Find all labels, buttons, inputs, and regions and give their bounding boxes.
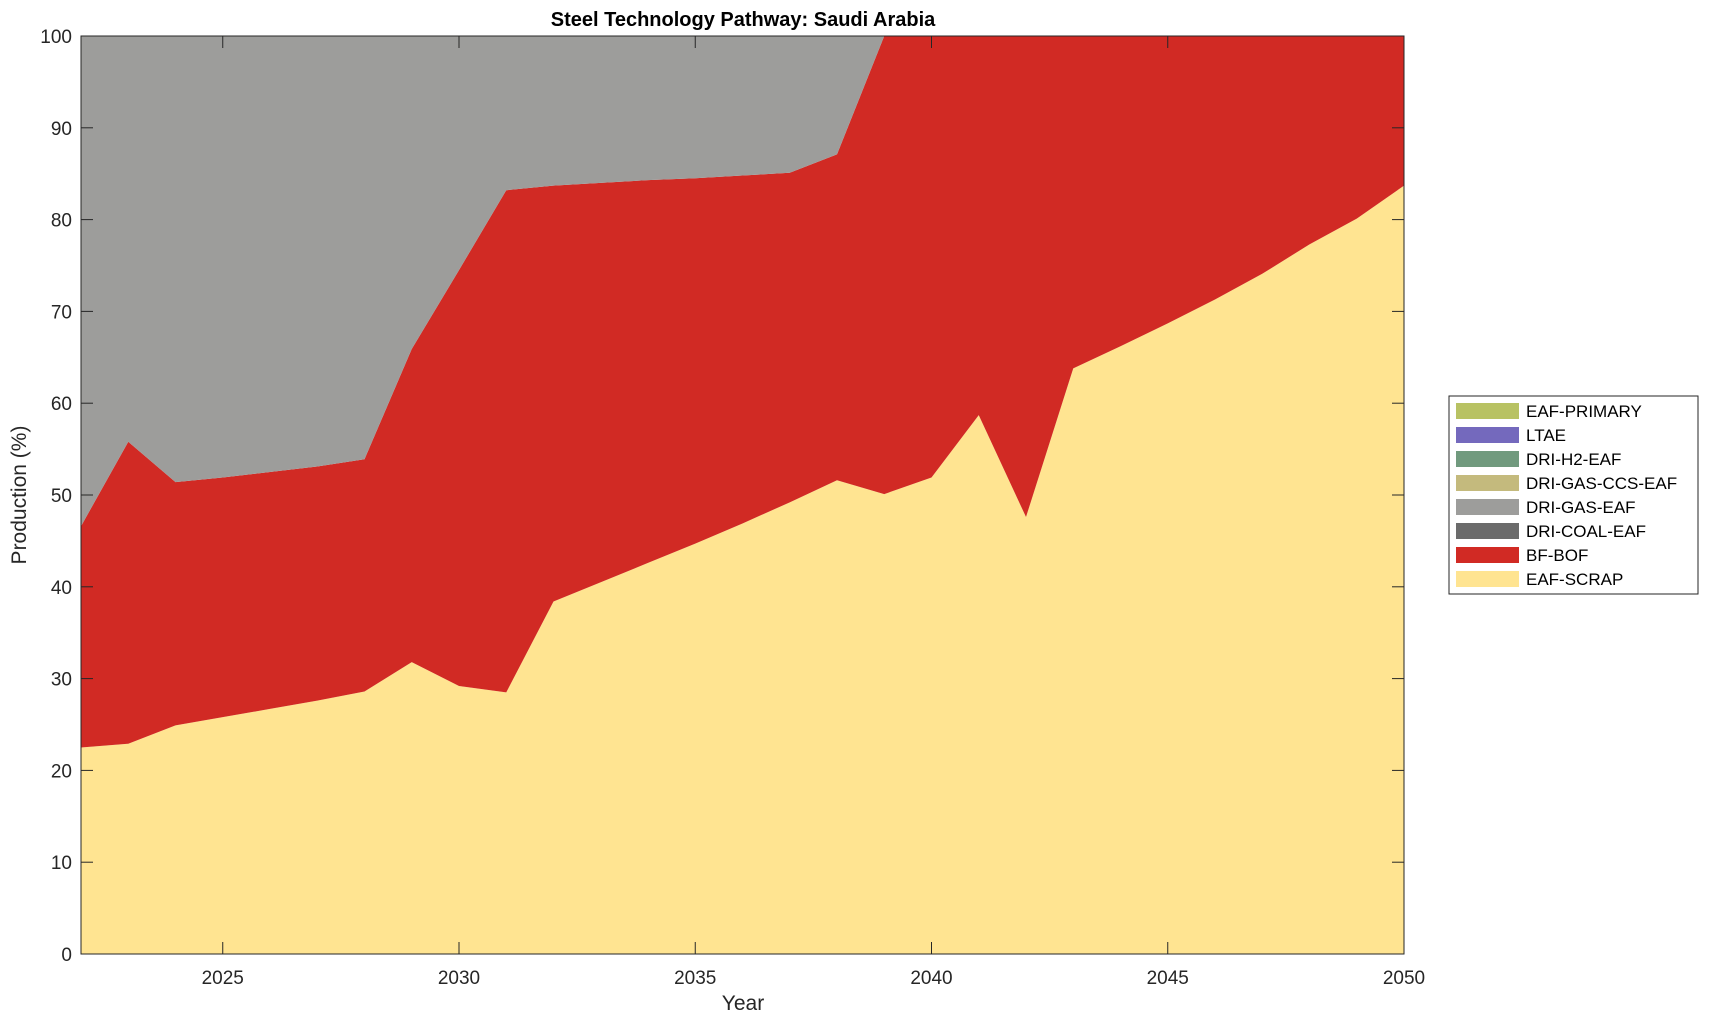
x-tick-label: 2035 — [674, 968, 716, 989]
y-tick-label: 80 — [51, 211, 72, 232]
legend-swatch-dri-gas-eaf — [1456, 499, 1519, 515]
legend-label-dri-gas-eaf: DRI-GAS-EAF — [1526, 498, 1636, 517]
legend-label-eaf-scrap: EAF-SCRAP — [1526, 570, 1623, 589]
y-tick-label: 60 — [51, 394, 72, 415]
y-tick-label: 50 — [51, 486, 72, 507]
legend-swatch-eaf-primary — [1456, 403, 1519, 419]
x-tick-label: 2045 — [1147, 968, 1189, 989]
y-tick-label: 100 — [40, 27, 72, 48]
y-axis-label: Production (%) — [8, 426, 31, 565]
legend-label-dri-h2-eaf: DRI-H2-EAF — [1526, 450, 1621, 469]
y-tick-label: 40 — [51, 578, 72, 599]
y-tick-label: 30 — [51, 670, 72, 691]
legend-swatch-dri-coal-eaf — [1456, 523, 1519, 539]
legend-label-bf-bof: BF-BOF — [1526, 546, 1588, 565]
y-tick-label: 20 — [51, 761, 72, 782]
legend: EAF-PRIMARY LTAE DRI-H2-EAF DRI-GAS-CCS-EAF… — [1448, 395, 1699, 595]
legend-label-dri-gas-ccs-eaf: DRI-GAS-CCS-EAF — [1526, 474, 1677, 493]
legend-swatch-dri-h2-eaf — [1456, 451, 1519, 467]
legend-label-dri-coal-eaf: DRI-COAL-EAF — [1526, 522, 1646, 541]
legend-label-ltae: LTAE — [1526, 426, 1566, 445]
area-eaf-scrap — [81, 185, 1404, 954]
x-tick-label: 2050 — [1383, 968, 1425, 989]
x-tick-label: 2030 — [438, 968, 480, 989]
legend-swatch-bf-bof — [1456, 547, 1519, 563]
y-tick-label: 90 — [51, 119, 72, 140]
x-tick-label: 2025 — [202, 968, 244, 989]
x-axis-label: Year — [722, 992, 764, 1015]
area-bf-bof — [81, 36, 1404, 748]
area-dri-gas-eaf — [81, 36, 1404, 527]
y-tick-label: 10 — [51, 853, 72, 874]
legend-swatch-dri-gas-ccs-eaf — [1456, 475, 1519, 491]
area-layer — [81, 36, 1404, 954]
legend-label-eaf-primary: EAF-PRIMARY — [1526, 402, 1642, 421]
y-tick-label: 70 — [51, 302, 72, 323]
y-tick-label: 0 — [61, 945, 72, 966]
legend-swatch-eaf-scrap — [1456, 571, 1519, 587]
tick-layer: 2025 2030 2035 2040 2045 20500102030405060708… — [40, 27, 1425, 989]
chart-title: Steel Technology Pathway: Saudi Arabia — [551, 9, 936, 31]
legend-swatch-ltae — [1456, 427, 1519, 443]
x-tick-label: 2040 — [910, 968, 952, 989]
